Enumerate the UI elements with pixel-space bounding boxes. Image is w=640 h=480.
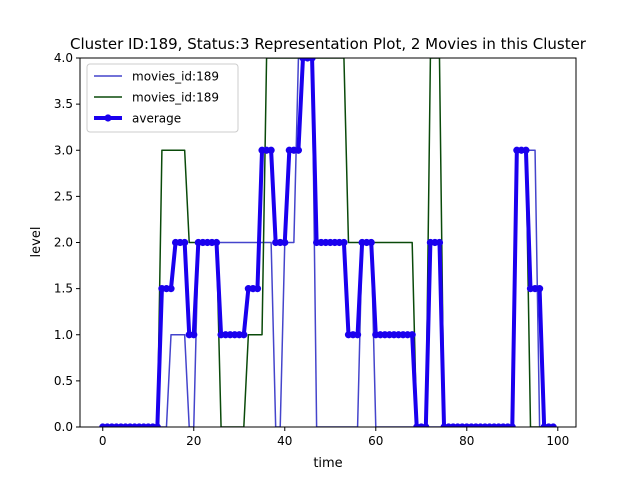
average-point: [181, 238, 189, 247]
average-point: [522, 146, 530, 154]
average-point: [294, 146, 303, 154]
series-layer: [99, 58, 557, 427]
y-tick-label: 0.0: [54, 420, 73, 434]
legend-marker: [104, 114, 112, 122]
y-tick-label: 2.5: [54, 189, 73, 203]
average-point: [153, 423, 161, 427]
legend-label: movies_id:189: [132, 70, 219, 84]
y-tick-label: 4.0: [54, 51, 73, 65]
legend-label: average: [132, 112, 181, 126]
y-tick-label: 0.5: [54, 374, 73, 388]
y-axis-ticks: 0.0 0.5 1.0 1.5 2.0 2.5 3.0 3.5 4.0: [54, 51, 80, 434]
x-tick-label: 100: [546, 434, 569, 448]
x-tick-label: 60: [368, 434, 383, 448]
y-axis-label: level: [29, 227, 44, 258]
x-tick-label: 0: [99, 434, 107, 448]
average-point: [253, 285, 262, 293]
legend-box: [86, 63, 239, 133]
average-point: [190, 331, 198, 339]
x-tick-label: 80: [459, 434, 474, 448]
average-point: [308, 58, 316, 62]
chart-title: Cluster ID:189, Status:3 Representation …: [70, 35, 587, 53]
average-point: [408, 331, 416, 339]
average-point: [435, 238, 444, 247]
y-tick-label: 3.5: [54, 97, 73, 111]
average-point: [212, 238, 221, 247]
average-point: [422, 423, 430, 427]
series-line-2: [102, 58, 554, 427]
x-axis-label: time: [313, 456, 342, 471]
average-point: [340, 238, 348, 247]
average-point: [281, 238, 289, 247]
average-point: [536, 285, 544, 293]
x-axis-ticks: 0 20 40 60 80 100: [99, 427, 569, 448]
y-tick-label: 3.0: [54, 143, 73, 157]
average-point: [267, 146, 275, 154]
y-tick-label: 2.0: [54, 236, 73, 250]
average-point: [353, 331, 362, 339]
average-point: [508, 423, 516, 427]
y-tick-label: 1.5: [54, 282, 73, 296]
average-point: [367, 238, 375, 247]
average-point: [167, 285, 175, 293]
y-tick-label: 1.0: [54, 328, 73, 342]
x-tick-label: 40: [277, 434, 292, 448]
series-line-1: [102, 58, 554, 427]
average-point: [549, 423, 557, 427]
x-tick-label: 20: [186, 434, 201, 448]
legend-label: movies_id:189: [132, 91, 219, 105]
average-point: [240, 331, 248, 339]
